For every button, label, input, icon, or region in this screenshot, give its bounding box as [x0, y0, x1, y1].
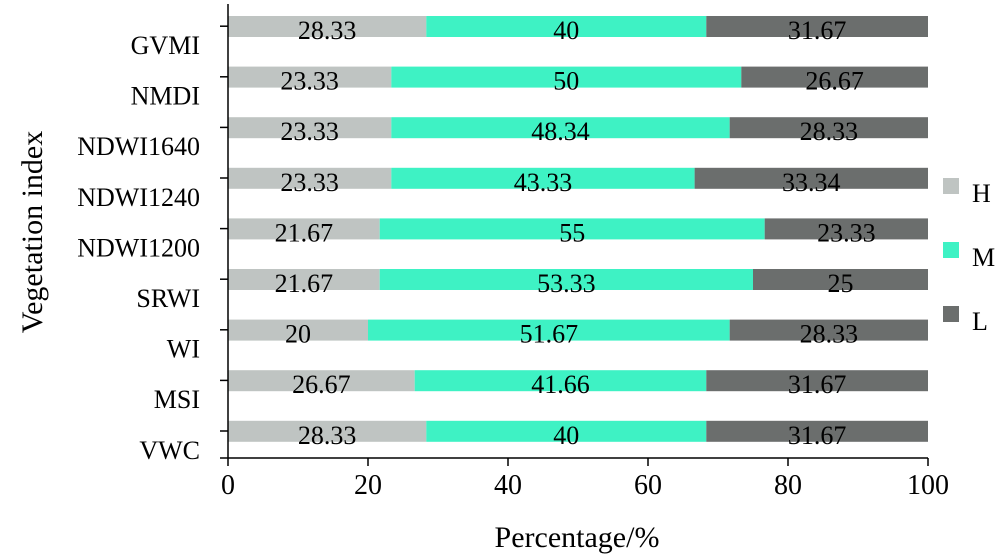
data-label-srwi-m: 53.33 — [537, 269, 596, 298]
bar-vwc-h — [228, 420, 427, 442]
data-label-gvmi-h: 28.33 — [298, 16, 357, 45]
data-label-ndwi1240-h: 23.33 — [280, 168, 339, 197]
bar-nmdi-m — [391, 66, 742, 88]
data-label-vwc-h: 28.33 — [298, 421, 357, 450]
bars-group — [228, 16, 928, 442]
data-label-msi-m: 41.66 — [531, 370, 590, 399]
legend-swatch-l — [943, 306, 959, 322]
data-label-gvmi-l: 31.67 — [788, 16, 847, 45]
legend: H M L — [943, 178, 995, 336]
data-label-wi-h: 20 — [285, 320, 311, 349]
data-label-wi-l: 28.33 — [800, 320, 859, 349]
bar-ndwi1240-m — [391, 167, 695, 189]
bar-ndwi1640-h — [228, 117, 392, 139]
bar-gvmi-h — [228, 16, 427, 37]
x-ticks-group: 0 20 40 60 80 100 — [221, 458, 949, 501]
data-label-msi-l: 31.67 — [788, 370, 847, 399]
bar-ndwi1200-l — [764, 218, 928, 240]
axes-group — [220, 4, 928, 459]
data-label-ndwi1200-l: 23.33 — [817, 218, 876, 247]
data-label-ndwi1640-m: 48.34 — [531, 117, 590, 146]
bar-msi-l — [706, 370, 928, 392]
data-label-vwc-l: 31.67 — [788, 421, 847, 450]
x-tick-label-60: 60 — [634, 470, 662, 501]
x-axis-title: Percentage/% — [495, 521, 660, 554]
category-label-gvmi: GVMI — [131, 31, 200, 60]
legend-label-l: L — [972, 307, 988, 336]
bar-vwc-l — [706, 420, 928, 442]
bar-ndwi1640-l — [729, 117, 928, 139]
bar-ndwi1640-m — [391, 117, 730, 139]
data-label-wi-m: 51.67 — [520, 320, 579, 349]
data-label-nmdi-l: 26.67 — [805, 67, 864, 96]
bar-nmdi-h — [228, 66, 392, 88]
legend-swatch-h — [943, 178, 959, 194]
data-labels-group: 28.33 40 31.67 23.33 50 26.67 23.33 48.34 28.33 2… — [275, 16, 876, 450]
data-label-vwc-m: 40 — [553, 421, 579, 450]
bar-msi-h — [228, 370, 415, 392]
bar-srwi-h — [228, 269, 380, 290]
legend-label-h: H — [972, 179, 991, 208]
bar-nmdi-l — [741, 66, 928, 88]
data-label-srwi-l: 25 — [828, 269, 854, 298]
bar-msi-m — [414, 370, 707, 392]
data-label-gvmi-m: 40 — [553, 16, 579, 45]
x-tick-label-40: 40 — [494, 470, 522, 501]
x-tick-label-20: 20 — [354, 470, 382, 501]
bar-ndwi1240-l — [694, 167, 928, 189]
category-label-ndwi1240: NDWI1240 — [77, 183, 200, 212]
x-tick-label-80: 80 — [774, 470, 802, 501]
legend-swatch-m — [943, 242, 959, 258]
bar-vwc-m — [426, 420, 707, 442]
data-label-msi-h: 26.67 — [292, 370, 351, 399]
bar-ndwi1240-h — [228, 167, 392, 189]
data-label-ndwi1640-l: 28.33 — [800, 117, 859, 146]
category-label-ndwi1200: NDWI1200 — [77, 233, 200, 262]
data-label-ndwi1240-l: 33.34 — [782, 168, 841, 197]
data-label-ndwi1240-m: 43.33 — [514, 168, 573, 197]
data-label-ndwi1640-h: 23.33 — [280, 117, 339, 146]
data-label-srwi-h: 21.67 — [275, 269, 334, 298]
category-label-vwc: VWC — [139, 436, 200, 465]
data-label-nmdi-h: 23.33 — [280, 67, 339, 96]
y-axis-title: Vegetation index — [16, 131, 49, 333]
bar-wi-l — [729, 319, 928, 341]
x-tick-label-100: 100 — [907, 470, 949, 501]
category-label-msi: MSI — [154, 385, 200, 414]
bar-ndwi1200-h — [228, 218, 380, 240]
legend-label-m: M — [972, 243, 995, 272]
bar-wi-m — [368, 319, 730, 341]
category-label-nmdi: NMDI — [131, 82, 200, 111]
x-tick-label-0: 0 — [221, 470, 235, 501]
category-labels-group: GVMI NMDI NDWI1640 NDWI1240 NDWI1200 SRWI WI MS… — [77, 31, 200, 465]
data-label-nmdi-m: 50 — [553, 67, 579, 96]
bar-srwi-l — [753, 269, 928, 290]
category-label-srwi: SRWI — [136, 284, 200, 313]
category-label-ndwi1640: NDWI1640 — [77, 132, 200, 161]
bar-ndwi1200-m — [379, 218, 765, 240]
bar-gvmi-m — [426, 16, 707, 37]
data-label-ndwi1200-h: 21.67 — [275, 218, 334, 247]
category-label-wi: WI — [167, 335, 200, 364]
bar-srwi-m — [379, 269, 753, 290]
bar-wi-h — [228, 319, 368, 341]
bar-gvmi-l — [706, 16, 928, 37]
data-label-ndwi1200-m: 55 — [559, 218, 585, 247]
